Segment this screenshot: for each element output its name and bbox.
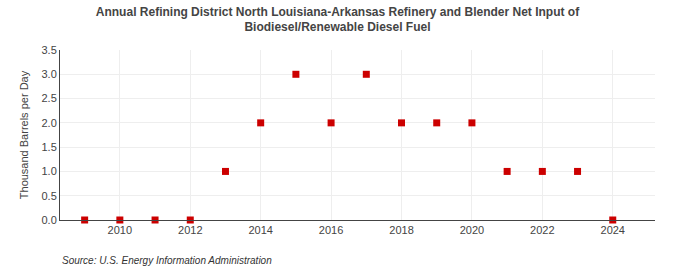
svg-text:2.5: 2.5 bbox=[42, 92, 57, 104]
svg-text:2018: 2018 bbox=[389, 224, 413, 236]
svg-text:2020: 2020 bbox=[460, 224, 484, 236]
svg-text:3.5: 3.5 bbox=[42, 44, 57, 56]
svg-text:2012: 2012 bbox=[178, 224, 202, 236]
svg-text:Annual Refining District North: Annual Refining District North Louisiana… bbox=[96, 5, 580, 35]
svg-text:Thousand Barrels per Day: Thousand Barrels per Day bbox=[18, 70, 30, 199]
svg-text:0.0: 0.0 bbox=[42, 214, 57, 226]
svg-text:2016: 2016 bbox=[319, 224, 343, 236]
svg-text:2010: 2010 bbox=[108, 224, 132, 236]
svg-text:Source: U.S. Energy Informatio: Source: U.S. Energy Information Administ… bbox=[62, 255, 272, 266]
svg-text:0.5: 0.5 bbox=[42, 190, 57, 202]
svg-text:2022: 2022 bbox=[530, 224, 554, 236]
svg-text:1.0: 1.0 bbox=[42, 165, 57, 177]
svg-text:1.5: 1.5 bbox=[42, 141, 57, 153]
svg-text:2.0: 2.0 bbox=[42, 117, 57, 129]
svg-text:2014: 2014 bbox=[248, 224, 272, 236]
svg-text:2024: 2024 bbox=[601, 224, 625, 236]
svg-text:3.0: 3.0 bbox=[42, 68, 57, 80]
